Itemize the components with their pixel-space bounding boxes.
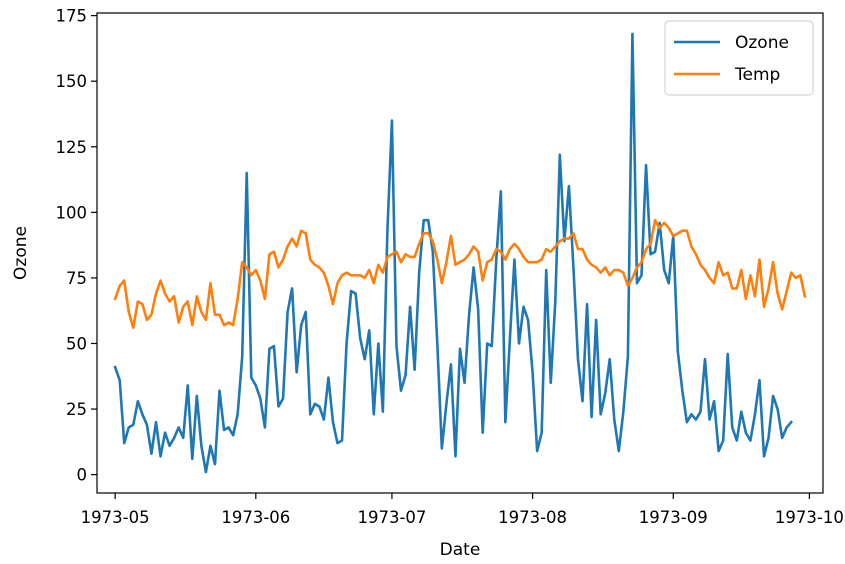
y-tick-label: 125 — [56, 138, 88, 157]
y-tick-label: 75 — [66, 269, 87, 288]
y-tick-label: 150 — [56, 72, 88, 91]
series-line-temp — [113, 218, 807, 330]
series-line-ozone — [113, 32, 794, 474]
x-axis: 1973-05 1973-06 1973-07 1973-08 1973-09 1973-… — [81, 493, 844, 527]
y-tick-label: 100 — [56, 203, 88, 222]
y-tick-label: 175 — [56, 7, 88, 26]
x-axis-title: Date — [440, 540, 481, 560]
x-tick-label: 1973-07 — [357, 508, 426, 527]
y-tick-label: 50 — [66, 334, 87, 353]
y-axis-title: Ozone — [11, 226, 31, 280]
x-tick-label: 1973-06 — [221, 508, 290, 527]
y-axis: 0 25 50 75 100 125 150 175 — [56, 7, 97, 485]
x-tick-label: 1973-10 — [775, 508, 844, 527]
legend-label-temp: Temp — [734, 65, 780, 85]
y-tick-label: 0 — [77, 466, 88, 485]
legend: Ozone Temp — [664, 20, 814, 96]
y-tick-label: 25 — [66, 400, 87, 419]
legend-box — [664, 20, 814, 96]
x-tick-label: 1973-09 — [639, 508, 708, 527]
x-tick-label: 1973-08 — [498, 508, 567, 527]
plot-lines — [113, 32, 807, 474]
plot-frame — [96, 12, 824, 494]
x-tick-label: 1973-05 — [81, 508, 150, 527]
legend-label-ozone: Ozone — [735, 33, 789, 53]
